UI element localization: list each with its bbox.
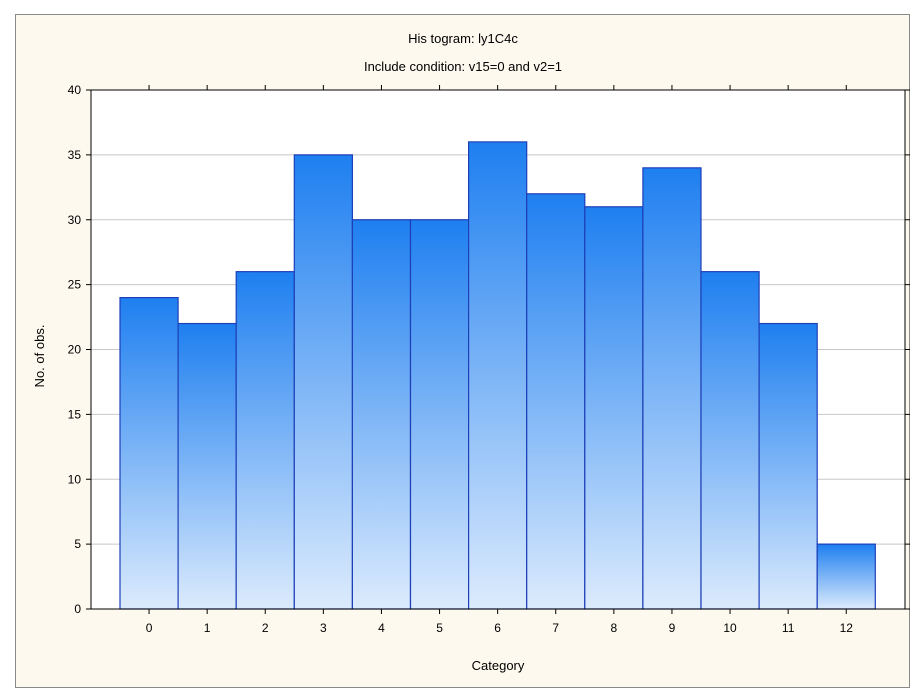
x-tick-label: 9 — [669, 621, 676, 635]
bar-2 — [235, 271, 295, 610]
y-tick-label: 10 — [68, 472, 82, 486]
bar-3 — [293, 154, 353, 610]
chart-subtitle: Include condition: v15=0 and v2=1 — [364, 59, 562, 74]
x-tick-label: 11 — [782, 621, 795, 635]
x-tick-label: 0 — [146, 621, 153, 635]
x-tick-label: 7 — [552, 621, 559, 635]
bar-9 — [642, 167, 702, 610]
x-tick-label: 8 — [611, 621, 618, 635]
x-axis-label: Category — [472, 658, 525, 673]
bar-1 — [177, 322, 237, 610]
x-tick-label: 4 — [378, 621, 385, 635]
y-tick-label: 40 — [68, 83, 82, 97]
bar-5 — [409, 219, 470, 610]
x-tick-label: 10 — [723, 621, 737, 635]
bar-10 — [700, 271, 760, 610]
y-tick-label: 15 — [68, 407, 82, 421]
y-tick-label: 20 — [68, 343, 82, 357]
y-tick-label: 35 — [68, 148, 82, 162]
bar-8 — [584, 206, 644, 610]
y-tick-label: 5 — [74, 537, 81, 551]
y-tick-label: 30 — [68, 213, 82, 227]
x-tick-label: 12 — [840, 621, 854, 635]
bar-6 — [468, 141, 528, 610]
bars — [119, 141, 876, 610]
bar-11 — [758, 322, 818, 610]
x-axis-ticks: 0 1 2 3 4 5 6 7 8 9 10 11 12 — [146, 85, 854, 635]
y-axis-ticks: 0 5 10 15 20 25 30 35 40 — [68, 83, 910, 616]
y-tick-label: 25 — [68, 278, 82, 292]
y-tick-label: 0 — [74, 602, 81, 616]
x-tick-label: 1 — [204, 621, 211, 635]
x-tick-label: 2 — [262, 621, 269, 635]
chart-title: His togram: ly1C4c — [408, 31, 518, 46]
bar-0 — [119, 297, 179, 610]
x-tick-label: 6 — [494, 621, 501, 635]
bar-4 — [351, 219, 412, 610]
bar-12 — [816, 543, 876, 610]
bar-7 — [526, 193, 586, 610]
x-tick-label: 5 — [436, 621, 443, 635]
x-tick-label: 3 — [320, 621, 327, 635]
y-axis-label: No. of obs. — [32, 325, 47, 388]
